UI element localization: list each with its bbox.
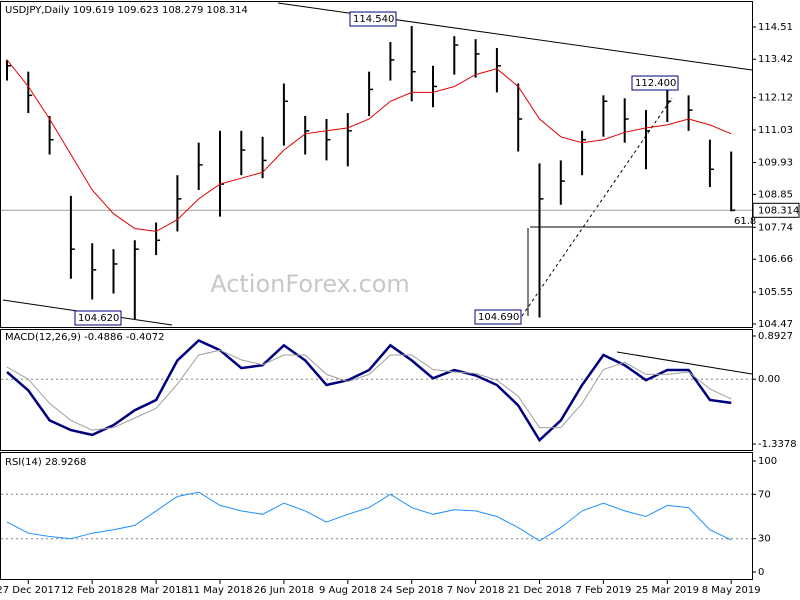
x-tick-label: 8 May 2019 [702,585,761,596]
indicator-line [6,349,732,431]
macd-trendline [616,351,753,375]
trendline-dashed [521,97,673,317]
indicator-line [6,339,732,443]
annotation-box [74,310,122,326]
y-tick-label: 112.12 [758,93,793,104]
annotation: 114.540 [353,14,394,25]
y-tick-label: 113.42 [758,54,793,65]
x-tick-label: 7 Nov 2018 [447,585,505,596]
y-tick-label: 106.66 [758,254,793,265]
x-tick-label: 11 May 2018 [187,585,252,596]
price-panel [0,1,753,328]
y-tick-label: 108.85 [758,189,793,200]
y-tick-label: 107.74 [758,222,793,233]
watermark: ActionForex.com [210,270,410,298]
annotation: 104.690 [478,312,519,323]
macd-panel [0,329,753,451]
annotation: 112.400 [635,78,676,89]
annotation-box [631,75,679,91]
last-price-box [752,202,800,218]
macd-title: MACD(12,26,9) -0.4886 -0.4072 [5,332,165,343]
y-tick-label: 104.47 [758,319,793,330]
y-tick-label: 30 [758,534,771,545]
y-tick-label: 70 [758,489,771,500]
y-tick-label: 0.8927 [758,331,793,342]
annotation-box [474,309,522,325]
rsi-panel [0,452,753,580]
moving-average [6,59,732,232]
price-title: USDJPY,Daily 109.619 109.623 108.279 108… [5,5,248,16]
x-tick-label: 25 Mar 2019 [636,585,699,596]
annotation: 61.8 [734,216,756,227]
x-tick-label: 12 Feb 2018 [61,585,123,596]
y-tick-label: 0.00 [758,374,780,385]
x-tick-label: 28 Mar 2018 [124,585,187,596]
y-tick-label: 105.55 [758,287,793,298]
x-tick-label: 9 Aug 2018 [319,585,377,596]
rsi-title: RSI(14) 28.9268 [5,457,86,468]
annotation-box [349,11,397,27]
x-tick-label: 24 Sep 2018 [380,585,443,596]
last-price-label: 108.314 [758,205,799,216]
indicator-line [6,491,732,542]
x-tick-label: 7 Feb 2019 [575,585,631,596]
y-tick-label: 100 [758,456,777,467]
x-tick-label: 27 Dec 2017 [0,585,60,596]
y-tick-label: 109.93 [758,157,793,168]
x-tick-label: 21 Dec 2018 [508,585,572,596]
annotation: 104.620 [78,313,119,324]
y-tick-label: 111.03 [758,125,793,136]
y-tick-label: 0 [758,567,764,578]
y-tick-label: 114.51 [758,22,793,33]
x-tick-label: 26 Jun 2018 [254,585,314,596]
y-tick-label: -1.3378 [758,439,797,450]
